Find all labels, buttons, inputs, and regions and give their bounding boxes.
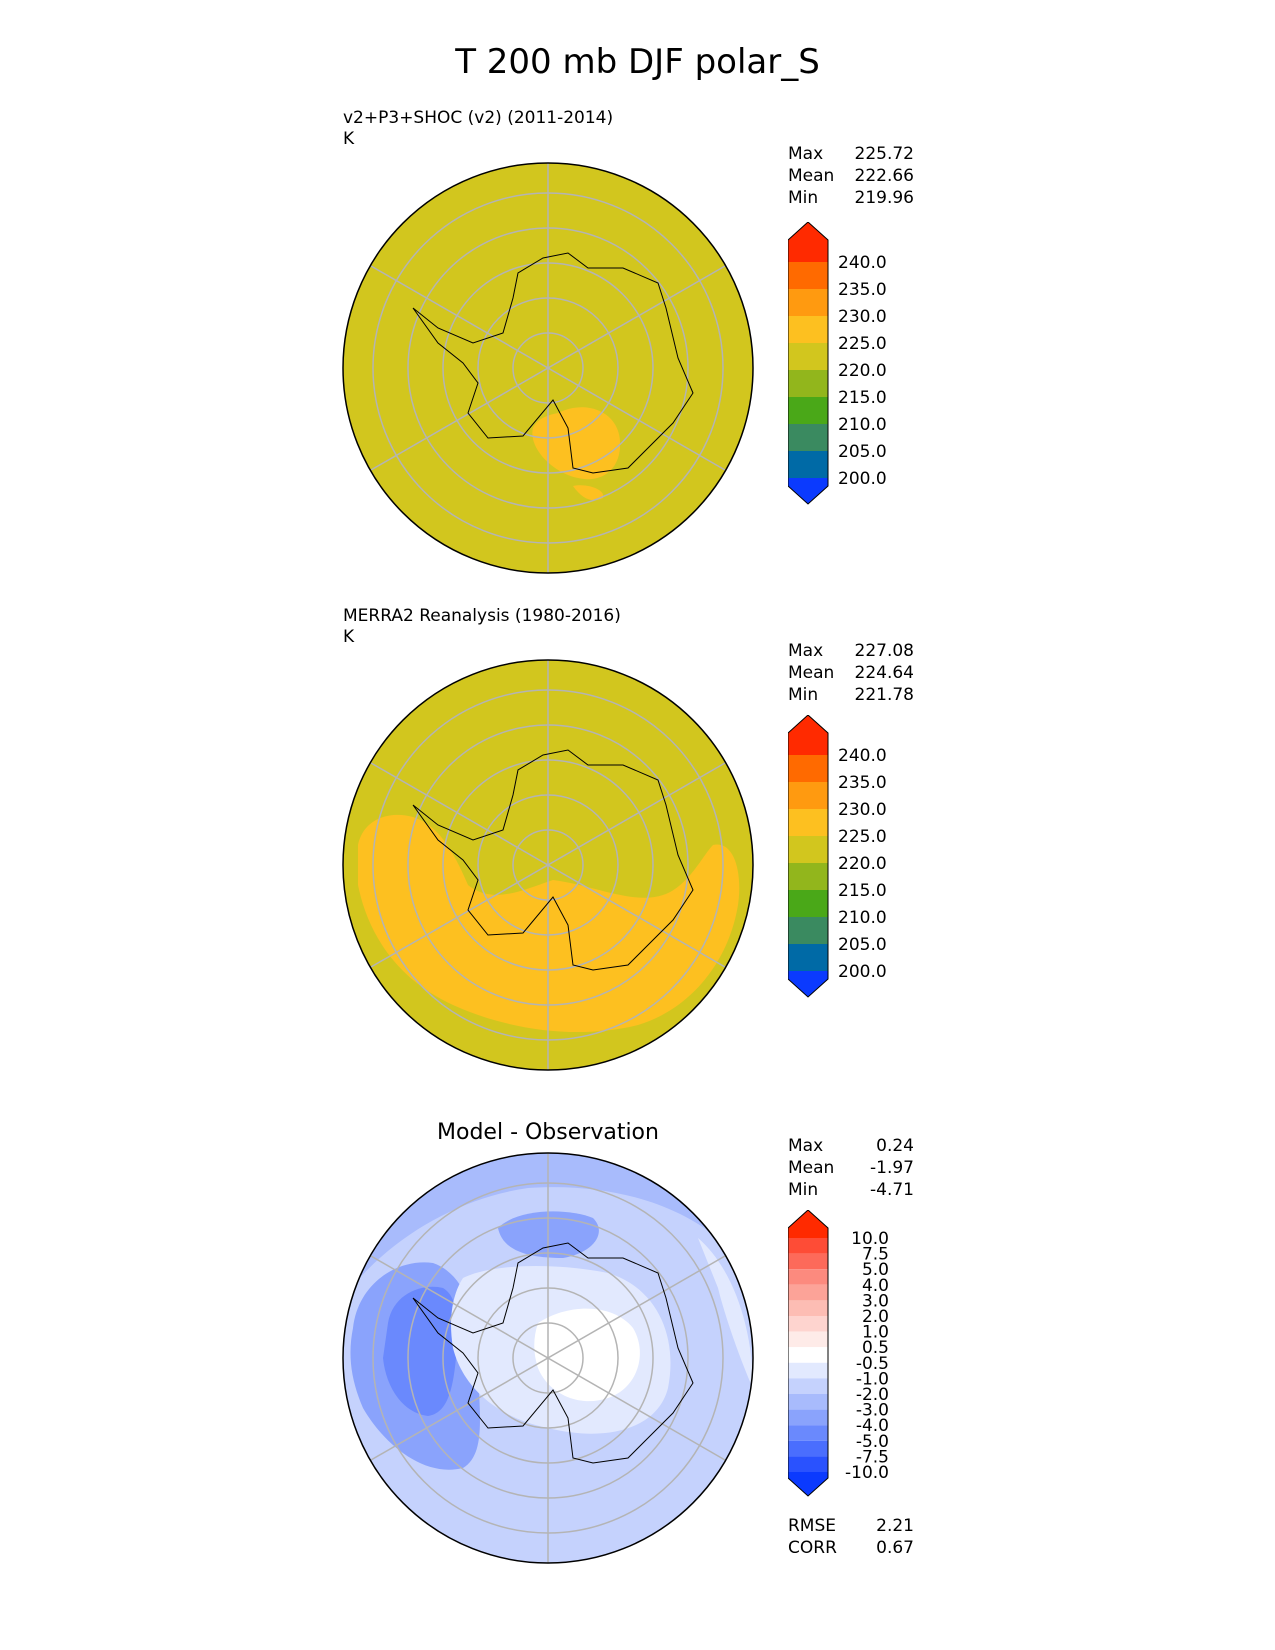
stat-value: 224.64 — [854, 663, 914, 683]
antarctica-coastline — [412, 252, 694, 474]
stat-value: -4.71 — [870, 1180, 914, 1200]
stat-value: 221.78 — [854, 685, 914, 705]
stat-label: Min — [788, 1180, 819, 1200]
antarctica-coastline — [412, 1242, 694, 1464]
colorbar-reanalysis-ticks: 240.0 235.0 230.0 225.0 220.0 215.0 210.… — [838, 746, 887, 982]
stat-value: 227.08 — [854, 641, 914, 661]
cbar-tick: 225.0 — [838, 334, 887, 354]
stat-label: Min — [788, 188, 819, 208]
panel-2-stats: Max 227.08 Mean 224.64 Min 221.78 — [788, 640, 914, 706]
graticule — [370, 1153, 726, 1563]
panel-2-name: MERRA2 Reanalysis (1980-2016) — [343, 606, 621, 626]
stat-value: -1.97 — [870, 1158, 914, 1178]
cbar-tick: 2.0 — [862, 1307, 889, 1327]
stat-label: Min — [788, 685, 819, 705]
stat-label: Max — [788, 641, 824, 661]
diff-region-outer — [343, 1153, 753, 1358]
cbar-tick: 200.0 — [838, 469, 887, 489]
cbar-tick: 0.5 — [862, 1338, 889, 1358]
graticule — [370, 163, 726, 573]
stat-label: Mean — [788, 663, 835, 683]
cbar-tick: 225.0 — [838, 827, 887, 847]
figure-title: T 200 mb DJF polar_S — [455, 42, 820, 82]
stat-value: 0.24 — [876, 1136, 914, 1156]
colorbar-model-outline — [788, 222, 829, 505]
stat-value: 0.67 — [876, 1538, 914, 1558]
panel-1-units: K — [343, 129, 355, 149]
colorbar-difference-outline — [788, 1210, 829, 1497]
difference-polar-map — [342, 1152, 754, 1564]
cbar-tick: -3.0 — [856, 1401, 889, 1421]
stat-value: 2.21 — [876, 1516, 914, 1536]
stat-label: RMSE — [788, 1516, 837, 1536]
cbar-tick: 240.0 — [838, 746, 887, 766]
cbar-tick: 10.0 — [851, 1229, 889, 1249]
colorbar-model-ticks: 240.0 235.0 230.0 225.0 220.0 215.0 210.… — [838, 253, 887, 489]
panel-1-stats: Max 225.72 Mean 222.66 Min 219.96 — [788, 143, 914, 209]
cbar-tick: 215.0 — [838, 881, 887, 901]
cbar-tick: 230.0 — [838, 307, 887, 327]
difference-title: Model - Observation — [437, 1120, 659, 1145]
panel-1-title: v2+P3+SHOC (v2) (2011-2014) K — [343, 108, 613, 150]
cbar-tick: 4.0 — [862, 1276, 889, 1296]
cbar-tick: 215.0 — [838, 388, 887, 408]
stat-label: Max — [788, 144, 824, 164]
cbar-tick: 3.0 — [862, 1291, 889, 1311]
cbar-tick: -0.5 — [856, 1354, 889, 1374]
diff-region-min — [383, 1286, 458, 1416]
cbar-tick: -5.0 — [856, 1432, 889, 1452]
colorbar-reanalysis-swatches — [788, 715, 828, 997]
panel-3-stats: Max 0.24 Mean -1.97 Min -4.71 — [788, 1135, 914, 1201]
cbar-tick: -1.0 — [856, 1369, 889, 1389]
colorbar-reanalysis-outline — [788, 715, 829, 998]
stat-label: Mean — [788, 1158, 835, 1178]
graticule — [370, 660, 726, 1070]
cbar-tick: 205.0 — [838, 442, 887, 462]
map-boundary — [342, 162, 754, 574]
stat-label: CORR — [788, 1538, 837, 1558]
stat-label: Max — [788, 1136, 824, 1156]
cbar-tick: -7.5 — [856, 1447, 889, 1467]
cbar-tick: 210.0 — [838, 908, 887, 928]
cbar-tick: -2.0 — [856, 1385, 889, 1405]
cbar-tick: 200.0 — [838, 962, 887, 982]
cbar-tick: -10.0 — [845, 1463, 889, 1483]
panel-1-name: v2+P3+SHOC (v2) (2011-2014) — [343, 108, 614, 128]
cbar-tick: 7.5 — [862, 1245, 889, 1265]
colorbar-difference-swatches — [788, 1210, 828, 1496]
panel-3-error-stats: RMSE 2.21 CORR 0.67 — [788, 1515, 914, 1559]
cbar-tick: -4.0 — [856, 1416, 889, 1436]
panel-2-title: MERRA2 Reanalysis (1980-2016) K — [343, 606, 621, 648]
cbar-tick: 235.0 — [838, 773, 887, 793]
cbar-tick: 210.0 — [838, 415, 887, 435]
colorbar-reanalysis: 240.0 235.0 230.0 225.0 220.0 215.0 210.… — [788, 715, 887, 998]
panel-2-units: K — [343, 627, 355, 647]
stat-value: 219.96 — [854, 188, 914, 208]
colorbar-difference: 10.0 7.5 5.0 4.0 3.0 2.0 1.0 0.5 -0.5 -1… — [788, 1210, 889, 1497]
warm-region — [532, 407, 621, 480]
map-boundary — [342, 659, 754, 1071]
stat-value: 222.66 — [854, 166, 914, 186]
stat-label: Mean — [788, 166, 835, 186]
cbar-tick: 220.0 — [838, 361, 887, 381]
cbar-tick: 1.0 — [862, 1323, 889, 1343]
cbar-tick: 5.0 — [862, 1260, 889, 1280]
cbar-tick: 220.0 — [838, 854, 887, 874]
cbar-tick: 230.0 — [838, 800, 887, 820]
cbar-tick: 205.0 — [838, 935, 887, 955]
diff-region-east — [698, 1238, 753, 1388]
colorbar-difference-ticks: 10.0 7.5 5.0 4.0 3.0 2.0 1.0 0.5 -0.5 -1… — [845, 1229, 889, 1483]
colorbar-model-swatches — [788, 222, 828, 504]
model-polar-map — [342, 162, 754, 574]
colorbar-model: 240.0 235.0 230.0 225.0 220.0 215.0 210.… — [788, 222, 887, 505]
map-boundary — [342, 1152, 754, 1564]
stat-value: 225.72 — [854, 144, 914, 164]
cbar-tick: 235.0 — [838, 280, 887, 300]
antarctica-coastline — [412, 749, 694, 971]
reanalysis-polar-map — [342, 659, 754, 1071]
warm-region-small — [573, 485, 604, 501]
cbar-tick: 240.0 — [838, 253, 887, 273]
